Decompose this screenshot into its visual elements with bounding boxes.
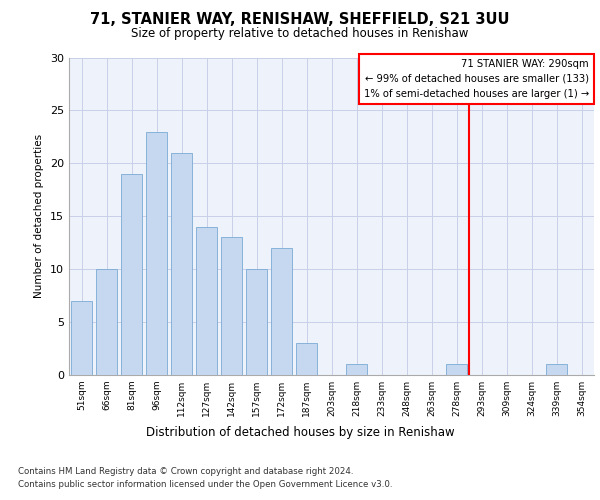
Text: Contains HM Land Registry data © Crown copyright and database right 2024.: Contains HM Land Registry data © Crown c… [18,468,353,476]
Bar [546,364,567,375]
Text: Contains public sector information licensed under the Open Government Licence v3: Contains public sector information licen… [18,480,392,489]
Bar [221,238,242,375]
Bar [146,132,167,375]
Bar [121,174,142,375]
Bar [246,269,267,375]
Text: Size of property relative to detached houses in Renishaw: Size of property relative to detached ho… [131,28,469,40]
Bar [446,364,467,375]
Bar [271,248,292,375]
Text: 71, STANIER WAY, RENISHAW, SHEFFIELD, S21 3UU: 71, STANIER WAY, RENISHAW, SHEFFIELD, S2… [90,12,510,28]
Bar [296,343,317,375]
Bar [346,364,367,375]
Y-axis label: Number of detached properties: Number of detached properties [34,134,44,298]
Bar [196,227,217,375]
Bar [171,153,192,375]
Bar [71,301,92,375]
Bar [96,269,117,375]
Text: 71 STANIER WAY: 290sqm
← 99% of detached houses are smaller (133)
1% of semi-det: 71 STANIER WAY: 290sqm ← 99% of detached… [364,59,589,98]
Text: Distribution of detached houses by size in Renishaw: Distribution of detached houses by size … [146,426,454,439]
